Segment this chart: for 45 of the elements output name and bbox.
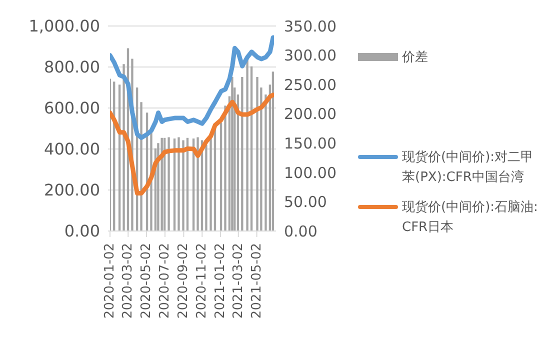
- legend-label: 价差: [402, 49, 429, 67]
- legend-label: 现货价(中间价):石脑油:CFR日本: [402, 199, 539, 237]
- y-tick-label: 200.00: [44, 180, 100, 200]
- bar: [224, 106, 226, 231]
- bar: [246, 58, 248, 231]
- x-tick-label: 2021-03-02: [230, 243, 246, 319]
- bar: [140, 102, 142, 231]
- y2-tick-label: 0.00: [284, 222, 318, 240]
- y-tick-label: 1,000.00: [28, 16, 100, 36]
- line-series: [110, 92, 274, 196]
- line-series: [110, 35, 274, 140]
- bar: [241, 76, 244, 231]
- x-tick-label: 2020-03-02: [120, 243, 136, 319]
- bar: [182, 140, 184, 231]
- bar: [160, 138, 163, 231]
- bar: [205, 144, 208, 231]
- x-tick-label: 2020-09-02: [176, 243, 192, 319]
- x-tick-label: 2020-07-02: [157, 243, 172, 319]
- y2-tick-label: 150.00: [284, 134, 336, 152]
- bar: [168, 137, 170, 231]
- y2-tick-label: 350.00: [284, 17, 336, 36]
- bar: [272, 72, 274, 231]
- y-tick-label: 800.00: [44, 58, 100, 77]
- x-tick-label: 2021-05-02: [249, 243, 264, 319]
- bar: [231, 76, 234, 231]
- bar: [196, 137, 199, 231]
- y2-tick-label: 200.00: [284, 105, 336, 124]
- x-tick-label: 2020-01-02: [102, 243, 118, 319]
- y-tick-label: 600.00: [44, 98, 100, 118]
- y2-tick-label: 300.00: [284, 46, 336, 65]
- x-tick-label: 2021-01-02: [213, 243, 228, 319]
- bar: [122, 64, 125, 231]
- bar: [220, 122, 222, 231]
- y-tick-label: 400.00: [44, 140, 100, 159]
- legend-label: 现货价(中间价):对二甲苯(PX):CFR中国台湾: [402, 149, 535, 187]
- bar: [210, 138, 212, 231]
- bar: [178, 137, 180, 231]
- x-tick-label: 2020-05-02: [139, 243, 154, 319]
- y2-tick-label: 100.00: [284, 164, 336, 182]
- y2-tick-label: 250.00: [284, 76, 336, 94]
- bar: [264, 94, 267, 231]
- x-tick-label: 2020-11-02: [194, 243, 210, 319]
- y2-tick-label: 50.00: [284, 193, 327, 212]
- y-tick-label: 0.00: [64, 222, 100, 241]
- bar: [256, 76, 258, 231]
